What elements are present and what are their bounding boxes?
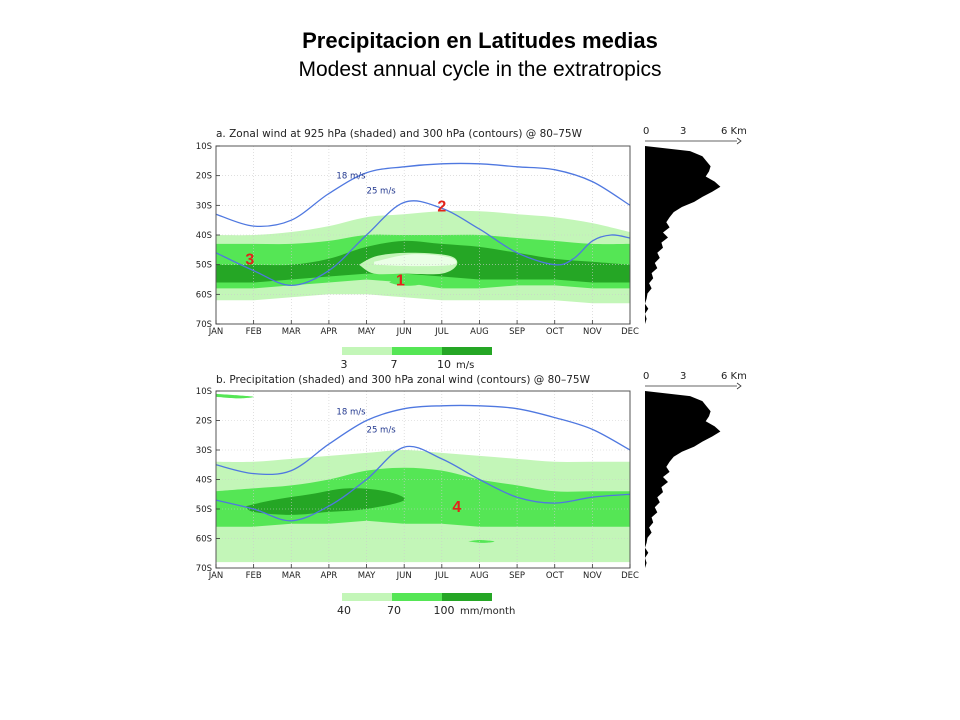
annotation-marker-4: 4: [452, 499, 461, 516]
colorbar-unit: mm/month: [460, 606, 515, 617]
colorbar-unit: m/s: [456, 360, 474, 371]
slide-title: Precipitacion en Latitudes medias: [302, 28, 658, 53]
x-tick-label: SEP: [509, 571, 525, 581]
terrain-shape: [645, 146, 721, 324]
shaded-blob-1: [216, 393, 254, 399]
x-tick-label: APR: [320, 327, 337, 337]
y-tick-label: 30S: [196, 446, 212, 456]
panel-b-plot: 18 m/s25 m/s JAN FEB MAR APR MAY JUN JUL AUG SEP O…: [196, 371, 747, 617]
profile-axis-arrow: [736, 137, 742, 145]
y-tick-label: 60S: [196, 290, 212, 300]
x-tick-label: JUN: [396, 571, 412, 581]
x-tick-label: AUG: [470, 327, 489, 337]
colorbar-label: 7: [391, 358, 398, 371]
y-tick-label: 40S: [196, 231, 212, 241]
annotation-marker-1: 1: [396, 272, 405, 289]
colorbar: 3 7 10 m/s: [341, 347, 492, 371]
x-tick-label: MAR: [282, 327, 301, 337]
colorbar-swatch: [442, 347, 492, 355]
contour-25-ms: [215, 445, 631, 522]
x-tick-label: AUG: [470, 571, 489, 581]
terrain-shape: [645, 391, 721, 568]
y-tick-label: 20S: [196, 172, 212, 182]
x-tick-label: MAY: [358, 327, 376, 337]
profile-tick-label: 3: [680, 126, 686, 137]
colorbar-swatch: [342, 347, 392, 355]
x-tick-label: NOV: [583, 327, 602, 337]
terrain-profile: 0 3 6 Km: [643, 126, 747, 324]
shaded-blob-1: [389, 279, 424, 286]
annotation-marker-2: 2: [437, 198, 446, 215]
terrain-profile: 0 3 6 Km: [643, 371, 747, 568]
contour-label: 25 m/s: [367, 186, 397, 196]
colorbar: 40 70 100 mm/month: [337, 593, 515, 617]
contour-18-ms: [215, 404, 631, 476]
contour-25-ms: [215, 200, 631, 287]
x-tick-label: JUN: [396, 327, 412, 337]
x-tick-label: JUL: [434, 327, 449, 337]
x-tick-label: JAN: [208, 571, 224, 581]
y-tick-label: 60S: [196, 535, 212, 545]
profile-tick-label: 6 Km: [721, 371, 747, 382]
x-tick-label: MAY: [358, 571, 376, 581]
profile-tick-label: 6 Km: [721, 126, 747, 137]
panel-a-plot: 18 m/s25 m/s JAN FEB MAR APR MAY JUN JUL AUG SEP O…: [196, 126, 747, 371]
y-tick-label: 40S: [196, 476, 212, 486]
colorbar-label: 40: [337, 604, 351, 617]
y-tick-label: 70S: [196, 320, 212, 330]
y-tick-label: 10S: [196, 387, 212, 397]
x-tick-label: FEB: [246, 327, 262, 337]
x-tick-label: FEB: [246, 571, 262, 581]
profile-tick-label: 3: [680, 371, 686, 382]
x-tick-label: JAN: [208, 327, 224, 337]
x-tick-label: MAR: [282, 571, 301, 581]
colorbar-label: 3: [341, 358, 348, 371]
x-tick-label: APR: [320, 571, 337, 581]
colorbar-swatch: [392, 347, 442, 355]
colorbar-label: 10: [437, 358, 451, 371]
x-tick-label: DEC: [621, 571, 639, 581]
x-tick-label: DEC: [621, 327, 639, 337]
x-tick-label: SEP: [509, 327, 525, 337]
profile-axis-arrow: [736, 382, 742, 390]
shaded-blob-0: [468, 540, 495, 543]
colorbar-swatch: [342, 593, 392, 601]
colorbar-label: 100: [434, 604, 455, 617]
colorbar-swatch: [392, 593, 442, 601]
y-tick-label: 50S: [196, 261, 212, 271]
y-tick-label: 10S: [196, 142, 212, 152]
y-tick-label: 30S: [196, 201, 212, 211]
x-tick-label: OCT: [546, 571, 565, 581]
contour-label: 18 m/s: [336, 408, 366, 418]
shaded-region-100: [246, 488, 405, 515]
y-tick-label: 70S: [196, 564, 212, 574]
colorbar-label: 70: [387, 604, 401, 617]
wind-minimum-region: [374, 254, 457, 267]
x-tick-label: OCT: [546, 327, 565, 337]
contour-18-ms: [215, 162, 631, 228]
contour-label: 18 m/s: [336, 172, 366, 182]
y-tick-label: 20S: [196, 417, 212, 427]
colorbar-swatch: [442, 593, 492, 601]
y-tick-label: 50S: [196, 505, 212, 515]
annotation-marker-3: 3: [245, 252, 254, 269]
panel-b-title: b. Precipitation (shaded) and 300 hPa zo…: [216, 374, 590, 386]
profile-tick-label: 0: [643, 371, 649, 382]
contour-label: 25 m/s: [367, 425, 397, 435]
x-tick-label: NOV: [583, 571, 602, 581]
slide-subtitle: Modest annual cycle in the extratropics: [298, 58, 662, 81]
panel-a-title: a. Zonal wind at 925 hPa (shaded) and 30…: [216, 128, 582, 140]
profile-tick-label: 0: [643, 126, 649, 137]
x-tick-label: JUL: [434, 571, 449, 581]
